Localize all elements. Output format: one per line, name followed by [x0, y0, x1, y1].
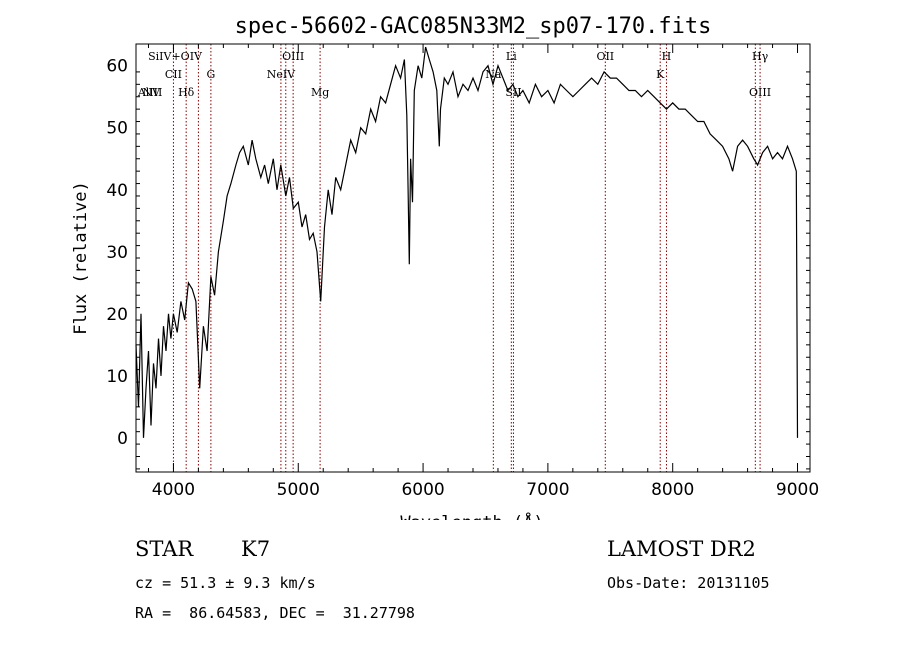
x-tick-label: 4000 [152, 480, 195, 500]
x-tick-label: 9000 [776, 480, 819, 500]
object-class: STAR [135, 537, 194, 561]
y-tick-label: 20 [106, 305, 128, 325]
line-label: NV [142, 86, 161, 99]
line-label: OII [596, 50, 614, 63]
line-label: H [662, 50, 672, 63]
x-axis: 4000 5000 6000 7000 8000 9000 [147, 44, 819, 500]
chart-title: spec-56602-GAC085N33M2_sp07-170.fits [235, 14, 712, 39]
plot-frame [135, 43, 811, 473]
y-axis: 0 10 20 30 40 50 60 [106, 57, 810, 470]
y-tick-label: 50 [106, 119, 128, 139]
x-tick-label: 6000 [401, 480, 444, 500]
line-label: Li [506, 50, 517, 63]
y-tick-label: 60 [106, 57, 128, 77]
object-subclass: K7 [241, 537, 271, 561]
line-label: CII [165, 68, 182, 81]
x-tick-label: 7000 [526, 480, 569, 500]
line-label: K [656, 68, 665, 81]
line-label: SiIV+OIV [148, 50, 203, 63]
y-tick-label: 40 [106, 181, 128, 201]
line-label: Hδ [178, 86, 195, 99]
coordinates: RA = 86.64583, DEC = 31.27798 [135, 604, 415, 622]
y-tick-label: 30 [106, 243, 128, 263]
line-label: SII [505, 86, 521, 99]
y-tick-label: 0 [117, 429, 128, 449]
line-label: AlIII [137, 86, 163, 99]
line-markers [172, 44, 761, 472]
x-tick-label: 8000 [651, 480, 694, 500]
y-tick-label: 10 [106, 367, 128, 387]
line-label: OIII [749, 86, 771, 99]
line-label: OIII [282, 50, 304, 63]
y-axis-label: Flux (relative) [71, 181, 91, 335]
observation-date: Obs-Date: 20131105 [607, 574, 770, 592]
line-label: Na [485, 68, 502, 81]
line-label: Mg [311, 86, 329, 99]
redshift-info: cz = 51.3 ± 9.3 km/s [135, 574, 316, 592]
line-label: NeIV [267, 68, 296, 81]
x-axis-label: Wavelength (Å) [400, 511, 543, 520]
spectrum-line [135, 46, 799, 438]
line-label: G [206, 68, 215, 81]
spectrum-chart: spec-56602-GAC085N33M2_sp07-170.fits 400… [71, 14, 819, 520]
line-label: Hγ [752, 50, 769, 63]
survey-name: LAMOST DR2 [607, 537, 756, 561]
x-tick-label: 5000 [277, 480, 320, 500]
